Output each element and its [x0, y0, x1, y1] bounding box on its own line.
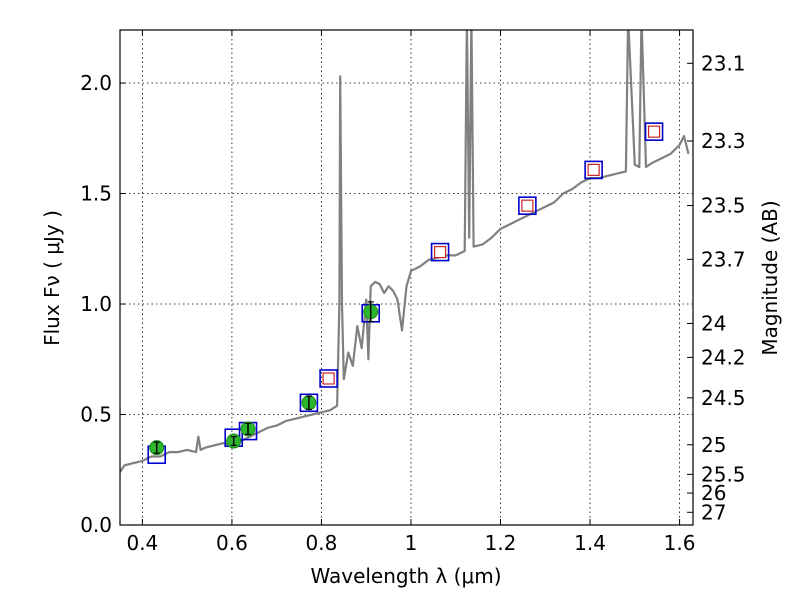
upper-limit-point	[521, 199, 534, 212]
model-photometry-point	[299, 393, 319, 413]
right-tick-label: 23.5	[701, 194, 746, 218]
right-tick-label: 23.1	[701, 51, 746, 75]
y-tick-label: 1.0	[80, 292, 112, 316]
model-photometry-point	[430, 242, 450, 262]
right-tick-label: 23.3	[701, 129, 746, 153]
ticks: 0.4 0.6 0.8 1 1.2 1.4 1.6 0.0 0.5 1.0 1.5 2.0 23.1 23…	[80, 30, 746, 555]
upper-limit-point	[433, 245, 447, 259]
right-tick-label: 25.5	[701, 462, 746, 486]
y-tick-label: 2.0	[80, 71, 112, 95]
plot-frame	[119, 29, 694, 526]
upper-limit-point	[322, 372, 335, 385]
right-tick-label: 23.7	[701, 247, 746, 271]
model-photometry-point	[319, 369, 338, 388]
x-tick-label: 1.6	[664, 531, 696, 555]
right-tick-label: 24.5	[701, 386, 746, 410]
model-photometry-point	[644, 122, 664, 141]
x-axis-label: Wavelength λ (μm)	[310, 564, 501, 588]
x-tick-label: 0.4	[126, 531, 158, 555]
right-tick-label: 24.2	[701, 345, 746, 369]
model-photometry-point	[518, 196, 537, 215]
model-photometry-point	[584, 160, 603, 180]
y-tick-label: 1.5	[80, 182, 112, 206]
grid	[120, 30, 693, 526]
x-tick-label: 0.8	[306, 531, 338, 555]
right-tick-label: 26	[701, 481, 726, 505]
right-tick-label: 25	[701, 433, 726, 457]
spectrum-line	[120, 30, 690, 473]
labels: Wavelength λ (μm) Flux Fν ( μJy ) Magnit…	[40, 200, 782, 588]
right-axis-label: Magnitude (AB)	[758, 200, 782, 355]
plot-area	[120, 30, 690, 473]
x-tick-label: 1.4	[574, 531, 606, 555]
right-tick-label: 24	[701, 311, 726, 335]
y-axis-label: Flux Fν ( μJy )	[40, 210, 64, 346]
x-tick-label: 1.2	[485, 531, 517, 555]
upper-limit-point	[647, 125, 661, 138]
x-tick-label: 1	[405, 531, 418, 555]
x-tick-label: 0.6	[216, 531, 248, 555]
y-tick-label: 0.0	[80, 513, 112, 537]
y-tick-label: 0.5	[80, 403, 112, 427]
upper-limit-point	[587, 163, 600, 176]
right-tick-label: 27	[701, 500, 726, 524]
